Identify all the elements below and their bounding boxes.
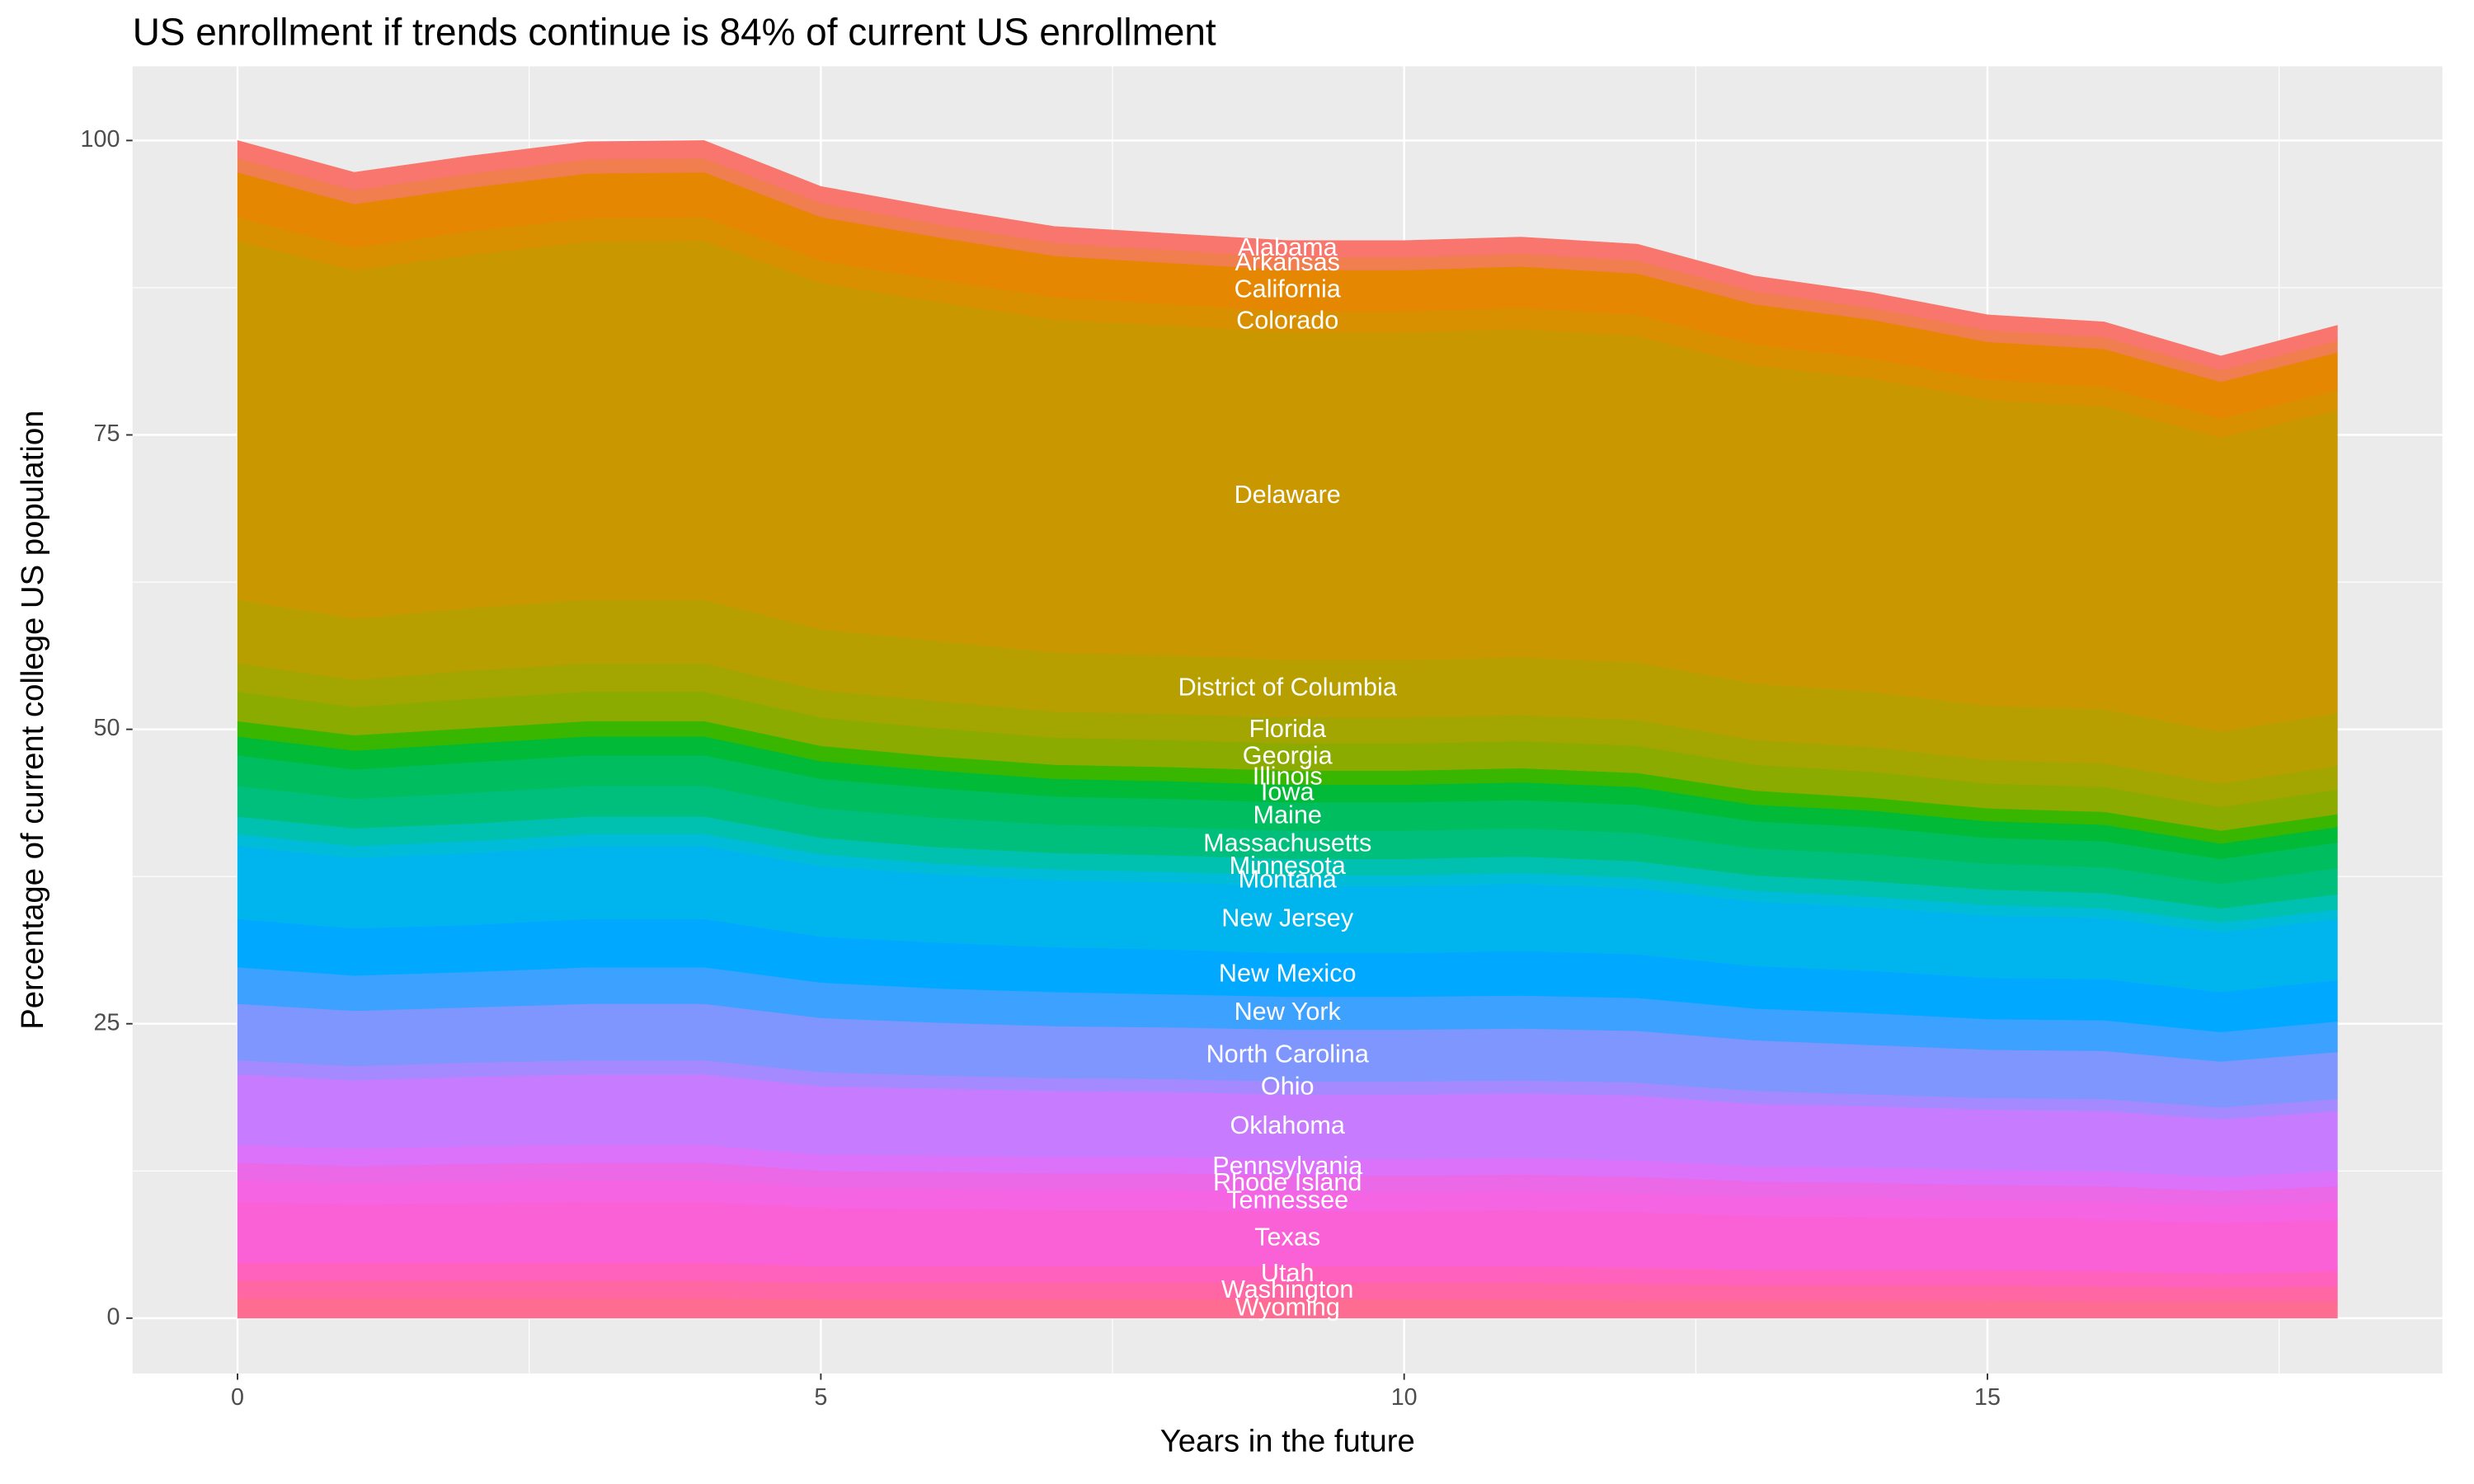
series-label: California xyxy=(1235,275,1342,303)
series-label: District of Columbia xyxy=(1178,673,1398,701)
series-label: New Jersey xyxy=(1221,904,1354,932)
series-label: New York xyxy=(1235,998,1342,1026)
series-label: Utah xyxy=(1261,1259,1315,1287)
series-label: Rhode Island xyxy=(1213,1168,1362,1196)
y-tick-label: 25 xyxy=(93,1009,120,1036)
series-label: Minnesota xyxy=(1230,852,1347,880)
x-tick-label: 5 xyxy=(814,1384,827,1411)
y-tick-label: 50 xyxy=(93,715,120,741)
series-label: Montana xyxy=(1239,865,1338,893)
y-tick-label: 75 xyxy=(93,420,120,447)
series-label: Florida xyxy=(1249,715,1326,743)
chart-title: US enrollment if trends continue is 84% … xyxy=(133,10,1216,53)
series-label: Pennsylvania xyxy=(1212,1152,1363,1180)
series-label: Oklahoma xyxy=(1230,1111,1345,1139)
series-label: Alabama xyxy=(1238,233,1338,261)
series-label: Delaware xyxy=(1235,481,1341,509)
series-label: New Mexico xyxy=(1219,960,1357,988)
series-label: Massachusetts xyxy=(1203,829,1371,857)
series-label: North Carolina xyxy=(1206,1040,1370,1068)
series-label: Washington xyxy=(1221,1275,1353,1303)
series-label: Maine xyxy=(1253,801,1322,829)
y-tick-label: 100 xyxy=(81,126,120,153)
x-tick-label: 0 xyxy=(231,1384,244,1411)
x-tick-label: 10 xyxy=(1391,1384,1418,1411)
series-label: Ohio xyxy=(1261,1073,1315,1101)
series-label: Iowa xyxy=(1261,778,1315,806)
area xyxy=(237,140,2338,371)
series-label: Illinois xyxy=(1253,762,1323,790)
series-label: Colorado xyxy=(1236,306,1338,334)
x-axis-title: Years in the future xyxy=(1160,1423,1415,1458)
series-label: Georgia xyxy=(1243,741,1333,769)
series-label: Arkansas xyxy=(1235,248,1340,276)
x-tick-label: 15 xyxy=(1974,1384,2001,1411)
series-label: Texas xyxy=(1254,1223,1320,1251)
series-label: Tennessee xyxy=(1226,1186,1348,1214)
y-axis-title: Percentage of current college US populat… xyxy=(15,411,50,1030)
y-tick-label: 0 xyxy=(106,1303,120,1330)
series-label: Wyoming xyxy=(1235,1293,1340,1321)
